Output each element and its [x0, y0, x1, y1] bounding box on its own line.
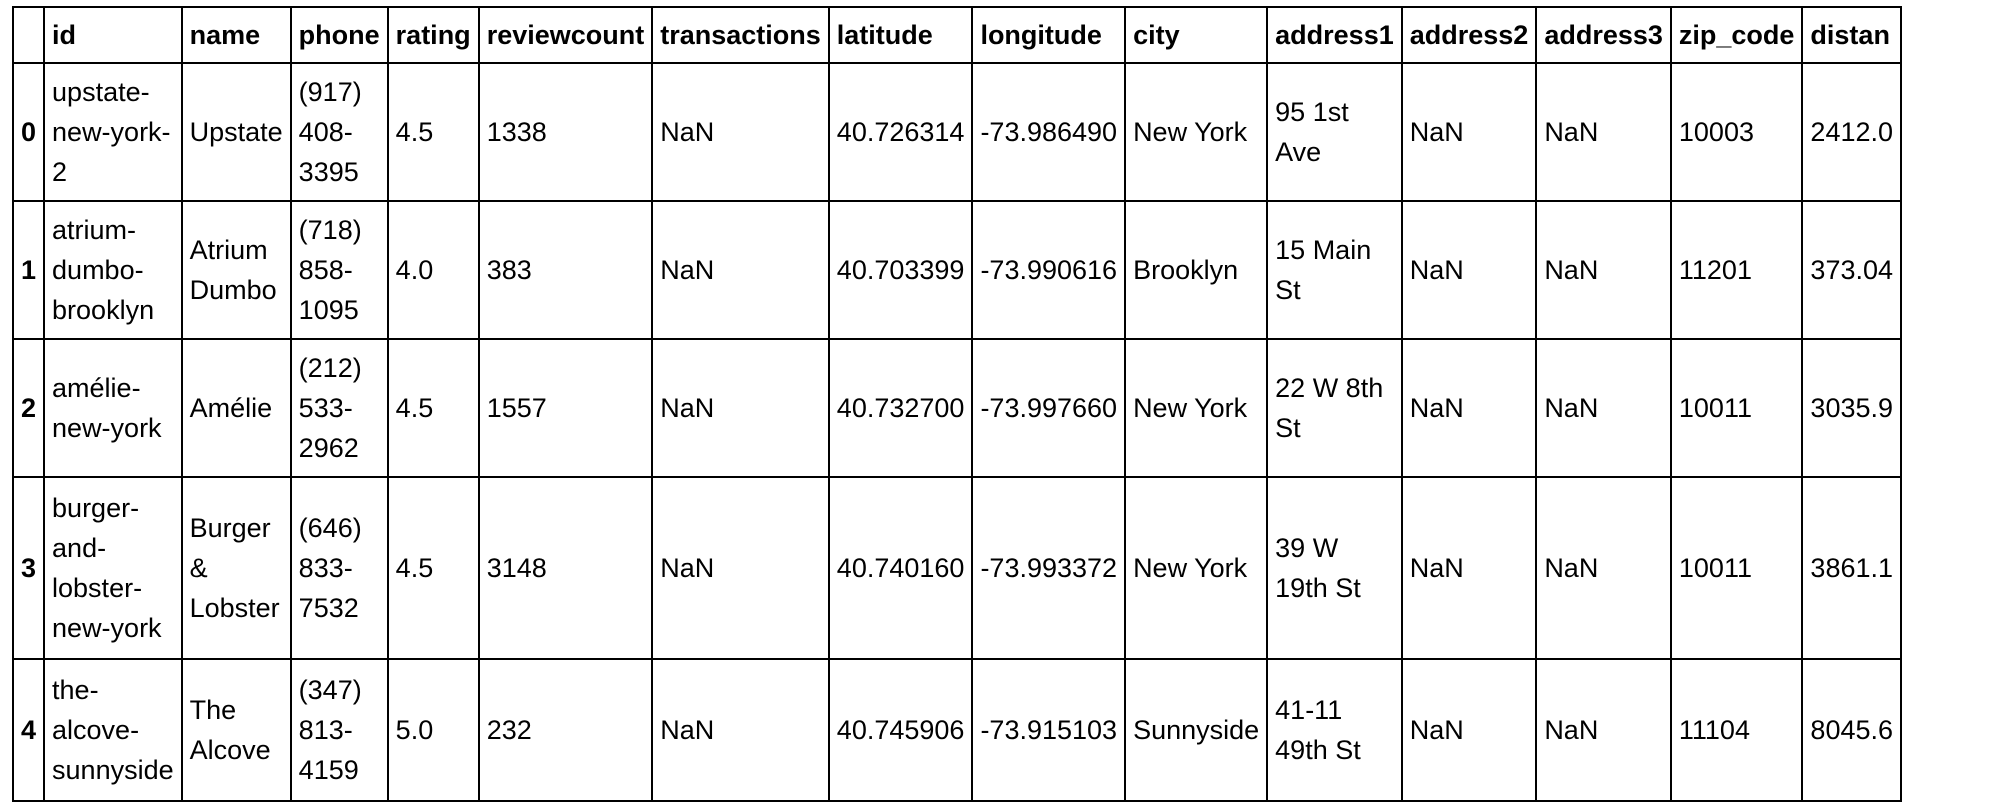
cell-phone: (718) 858-1095: [289, 200, 389, 340]
column-header-zip-code: zip_code: [1669, 6, 1804, 64]
column-header-name: name: [180, 6, 292, 64]
cell-address1: 41-11 49th St: [1266, 658, 1403, 802]
cell-reviewcount: 232: [477, 658, 654, 802]
column-header-transactions: transactions: [651, 6, 830, 64]
cell-zip-code: 10011: [1669, 476, 1804, 660]
cell-address1: 22 W 8th St: [1266, 338, 1403, 478]
cell-address2: NaN: [1400, 338, 1538, 478]
cell-address2: NaN: [1400, 658, 1538, 802]
header-row: id name phone rating reviewcount transac…: [11, 6, 1903, 64]
column-header-phone: phone: [289, 6, 389, 64]
cell-longitude: -73.990616: [971, 200, 1127, 340]
cell-name: Amélie: [180, 338, 292, 478]
row-index: 2: [11, 338, 46, 478]
table-row: 1 atrium-dumbo-brooklyn Atrium Dumbo (71…: [11, 200, 1903, 340]
cell-phone: (347) 813-4159: [289, 658, 389, 802]
table-row: 2 amélie-new-york Amélie (212) 533-2962 …: [11, 338, 1903, 478]
cell-distance: 8045.6: [1801, 658, 1903, 802]
dataframe-table: id name phone rating reviewcount transac…: [11, 6, 1903, 802]
cell-address1: 95 1st Ave: [1266, 62, 1403, 202]
cell-id: burger-and-lobster-new-york: [43, 476, 183, 660]
cell-address3: NaN: [1535, 476, 1672, 660]
cell-name: Atrium Dumbo: [180, 200, 292, 340]
cell-city: New York: [1124, 62, 1269, 202]
cell-phone: (917) 408-3395: [289, 62, 389, 202]
cell-distance: 3861.1: [1801, 476, 1903, 660]
cell-transactions: NaN: [651, 338, 830, 478]
cell-latitude: 40.740160: [827, 476, 974, 660]
cell-latitude: 40.703399: [827, 200, 974, 340]
cell-address1: 15 Main St: [1266, 200, 1403, 340]
column-header-reviewcount: reviewcount: [477, 6, 654, 64]
cell-name: The Alcove: [180, 658, 292, 802]
cell-phone: (646) 833-7532: [289, 476, 389, 660]
cell-address3: NaN: [1535, 200, 1672, 340]
column-header-address1: address1: [1266, 6, 1403, 64]
cell-address2: NaN: [1400, 476, 1538, 660]
cell-city: Sunnyside: [1124, 658, 1269, 802]
cell-zip-code: 10003: [1669, 62, 1804, 202]
table-row: 0 upstate-new-york-2 Upstate (917) 408-3…: [11, 62, 1903, 202]
cell-transactions: NaN: [651, 62, 830, 202]
cell-id: amélie-new-york: [43, 338, 183, 478]
column-header-index: [11, 6, 46, 64]
table-row: 4 the-alcove-sunnyside The Alcove (347) …: [11, 658, 1903, 802]
cell-address1: 39 W 19th St: [1266, 476, 1403, 660]
cell-address3: NaN: [1535, 62, 1672, 202]
cell-reviewcount: 1557: [477, 338, 654, 478]
cell-transactions: NaN: [651, 476, 830, 660]
column-header-address2: address2: [1400, 6, 1538, 64]
cell-latitude: 40.745906: [827, 658, 974, 802]
cell-longitude: -73.993372: [971, 476, 1127, 660]
cell-rating: 4.5: [386, 62, 480, 202]
cell-latitude: 40.732700: [827, 338, 974, 478]
table-row: 3 burger-and-lobster-new-york Burger & L…: [11, 476, 1903, 660]
cell-rating: 4.5: [386, 476, 480, 660]
cell-zip-code: 11104: [1669, 658, 1804, 802]
row-index: 3: [11, 476, 46, 660]
row-index: 1: [11, 200, 46, 340]
cell-zip-code: 10011: [1669, 338, 1804, 478]
row-index: 0: [11, 62, 46, 202]
cell-distance: 373.04: [1801, 200, 1903, 340]
cell-transactions: NaN: [651, 658, 830, 802]
column-header-latitude: latitude: [827, 6, 974, 64]
cell-reviewcount: 3148: [477, 476, 654, 660]
cell-reviewcount: 383: [477, 200, 654, 340]
cell-name: Burger & Lobster: [180, 476, 292, 660]
cell-distance: 2412.0: [1801, 62, 1903, 202]
column-header-longitude: longitude: [971, 6, 1127, 64]
cell-id: the-alcove-sunnyside: [43, 658, 183, 802]
cell-id: atrium-dumbo-brooklyn: [43, 200, 183, 340]
cell-phone: (212) 533-2962: [289, 338, 389, 478]
cell-id: upstate-new-york-2: [43, 62, 183, 202]
row-index: 4: [11, 658, 46, 802]
cell-city: Brooklyn: [1124, 200, 1269, 340]
column-header-id: id: [43, 6, 183, 64]
cell-longitude: -73.986490: [971, 62, 1127, 202]
cell-latitude: 40.726314: [827, 62, 974, 202]
cell-address2: NaN: [1400, 200, 1538, 340]
cell-transactions: NaN: [651, 200, 830, 340]
column-header-address3: address3: [1535, 6, 1672, 64]
column-header-rating: rating: [386, 6, 480, 64]
cell-city: New York: [1124, 476, 1269, 660]
cell-zip-code: 11201: [1669, 200, 1804, 340]
cell-longitude: -73.915103: [971, 658, 1127, 802]
column-header-distance: distan: [1801, 6, 1903, 64]
cell-reviewcount: 1338: [477, 62, 654, 202]
cell-address3: NaN: [1535, 338, 1672, 478]
cell-rating: 5.0: [386, 658, 480, 802]
cell-city: New York: [1124, 338, 1269, 478]
column-header-city: city: [1124, 6, 1269, 64]
cell-longitude: -73.997660: [971, 338, 1127, 478]
cell-name: Upstate: [180, 62, 292, 202]
cell-distance: 3035.9: [1801, 338, 1903, 478]
cell-address3: NaN: [1535, 658, 1672, 802]
cell-address2: NaN: [1400, 62, 1538, 202]
cell-rating: 4.5: [386, 338, 480, 478]
cell-rating: 4.0: [386, 200, 480, 340]
